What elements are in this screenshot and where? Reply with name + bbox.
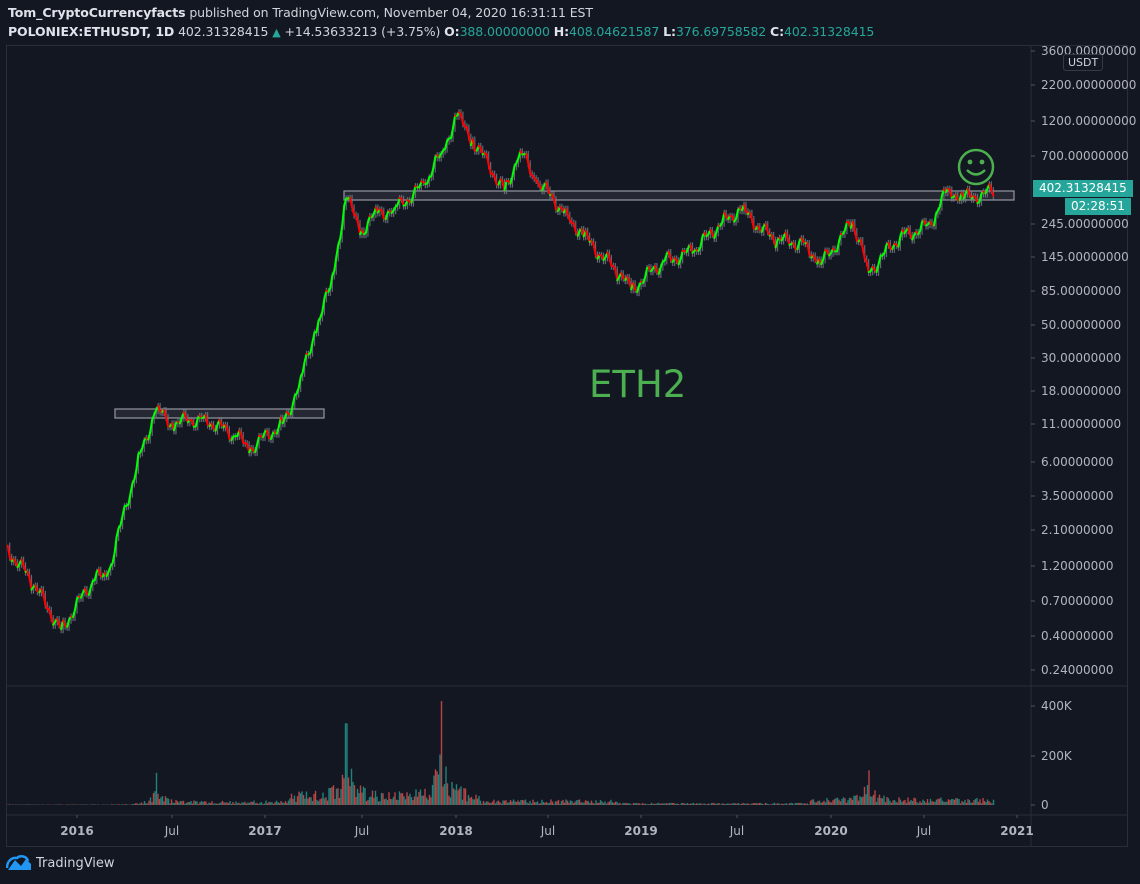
price-tick-label: 700.00000000	[1041, 149, 1129, 163]
close-label: C:	[770, 24, 785, 39]
high-value: 408.04621587	[568, 24, 660, 39]
price-tick-label: 0.70000000	[1041, 594, 1114, 608]
price-tick-label: 30.00000000	[1041, 351, 1121, 365]
chart-frame	[6, 45, 1128, 847]
time-tick-label: 2019	[624, 824, 657, 838]
price-tick-label: 18.00000000	[1041, 384, 1121, 398]
open-label: O:	[444, 24, 460, 39]
resistance-box[interactable]	[343, 190, 1015, 201]
tradingview-logo[interactable]: TradingView	[6, 855, 115, 871]
time-tick-label: 2021	[1000, 824, 1033, 838]
low-value: 376.69758582	[675, 24, 767, 39]
tradingview-cloud-icon	[6, 855, 31, 870]
published-text: published on TradingView.com, November 0…	[189, 5, 593, 20]
price-tick-label: 0.40000000	[1041, 629, 1114, 643]
symbol-name[interactable]: POLONIEX:ETHUSDT, 1D	[8, 24, 175, 39]
up-arrow-icon: ▲	[272, 26, 281, 39]
price-tick-label: 85.00000000	[1041, 284, 1121, 298]
currency-label[interactable]: USDT	[1063, 54, 1104, 71]
low-label: L:	[663, 24, 676, 39]
time-axis[interactable]: 2016 Jul 2017 Jul 2018 Jul 2019 Jul 2020 Jul 2021	[60, 815, 1034, 838]
price-wicks	[9, 109, 994, 634]
time-tick-label: Jul	[540, 824, 555, 838]
price-tick-label: 0.24000000	[1041, 663, 1114, 677]
price-tick-label: 145.00000000	[1041, 250, 1129, 264]
smiley-icon[interactable]	[955, 147, 997, 187]
time-tick-label: Jul	[729, 824, 744, 838]
price-series	[6, 111, 995, 631]
eth2-annotation[interactable]: ETH2	[589, 363, 687, 406]
time-tick-label: Jul	[916, 824, 931, 838]
volume-tick-label: 0	[1041, 798, 1049, 812]
last-price: 402.31328415	[178, 24, 269, 39]
time-tick-label: Jul	[354, 824, 369, 838]
bar-countdown-tag: 02:28:51	[1065, 198, 1131, 215]
price-tick-label: 2.10000000	[1041, 523, 1114, 537]
author-name[interactable]: Tom_CryptoCurrencyfacts	[8, 5, 186, 20]
price-tick-label: 1200.00000000	[1041, 114, 1136, 128]
price-tick-label: 1.20000000	[1041, 559, 1114, 573]
price-tick-label: 11.00000000	[1041, 417, 1121, 431]
time-tick-label: Jul	[164, 824, 179, 838]
close-value: 402.31328415	[784, 24, 875, 39]
price-tick-label: 2200.00000000	[1041, 78, 1136, 92]
price-tick-label: 50.00000000	[1041, 318, 1121, 332]
volume-tick-label: 200K	[1041, 749, 1073, 763]
price-tick-label: 245.00000000	[1041, 217, 1129, 231]
time-tick-label: 2018	[439, 824, 472, 838]
symbol-legend: POLONIEX:ETHUSDT, 1D 402.31328415 ▲ +14.…	[8, 24, 874, 39]
resistance-zones[interactable]	[114, 190, 1015, 419]
price-change: +14.53633213 (+3.75%)	[284, 24, 441, 39]
price-scale[interactable]: 3600.000000002200.000000001200.000000007…	[1031, 44, 1136, 677]
time-tick-label: 2017	[248, 824, 281, 838]
volume-bars	[7, 701, 995, 805]
publish-info: Tom_CryptoCurrencyfacts published on Tra…	[8, 5, 593, 20]
time-tick-label: 2016	[60, 824, 93, 838]
high-label: H:	[553, 24, 569, 39]
logo-text: TradingView	[36, 855, 115, 871]
volume-scale[interactable]: 400K 200K 0	[1031, 699, 1073, 812]
current-price-tag: 402.31328415	[1033, 180, 1133, 197]
price-tick-label: 3.50000000	[1041, 489, 1114, 503]
open-value: 388.00000000	[459, 24, 550, 39]
volume-tick-label: 400K	[1041, 699, 1073, 713]
time-tick-label: 2020	[814, 824, 847, 838]
price-tick-label: 6.00000000	[1041, 455, 1114, 469]
